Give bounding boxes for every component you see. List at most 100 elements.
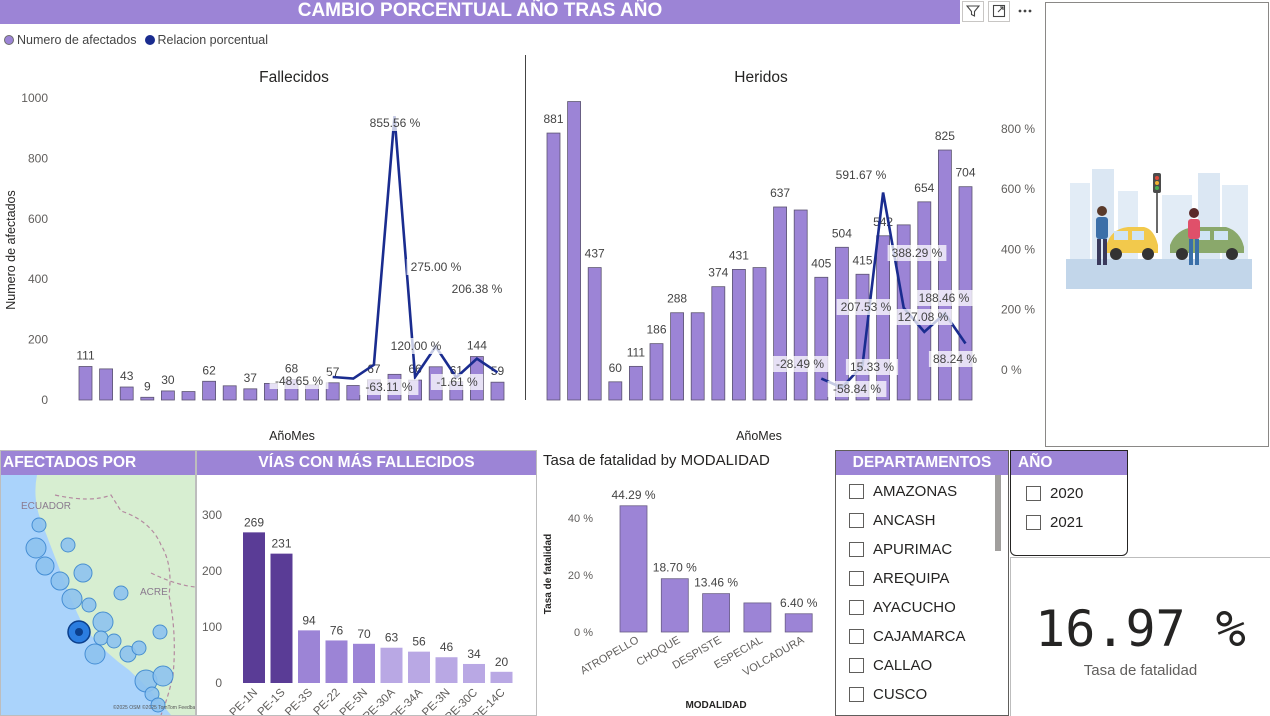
legend-item-afectados[interactable]: Numero de afectados [4, 33, 137, 47]
checkbox[interactable] [849, 571, 864, 586]
filter-icon[interactable] [962, 0, 984, 22]
line-label-bg [836, 299, 896, 315]
y-tick-label: 20 % [568, 570, 593, 582]
region-map-visual[interactable]: AFECTADOS POR REGION ECUADOR ACRE ©2025 OS… [0, 450, 196, 716]
modalidad-visual[interactable]: Tasa de fatalidad by MODALIDAD 0 % 20 % 40… [538, 450, 835, 716]
anio-slicer[interactable]: AÑO 2020 2021 [1010, 450, 1128, 556]
line-data-label: 188.46 % [919, 291, 970, 305]
departamentos-slicer[interactable]: DEPARTAMENTOS AMAZONAS ANCASH APURIMAC AREQ… [835, 450, 1009, 716]
departamento-option[interactable]: ANCASH [849, 506, 1008, 535]
departamento-option[interactable]: APURIMAC [849, 535, 1008, 564]
checkbox[interactable] [849, 484, 864, 499]
bar-data-label: 111 [627, 345, 646, 359]
departamento-option[interactable]: CALLAO [849, 651, 1008, 680]
line-data-label: 127.08 % [898, 310, 949, 324]
heridos-bar [793, 209, 808, 401]
bar-data-label: 654 [914, 181, 934, 195]
country-border [150, 572, 195, 588]
departamento-option[interactable]: AREQUIPA [849, 564, 1008, 593]
line-data-label: 207.53 % [841, 300, 892, 314]
fallecidos-chart[interactable]: Fallecidos 0 200 400 600 800 1000 Numero de afe… [0, 55, 525, 450]
checkbox[interactable] [849, 687, 864, 702]
heridos-bar [834, 246, 849, 401]
checkbox-label: 2021 [1050, 514, 1084, 531]
modalidad-bar [784, 613, 813, 633]
heridos-bar [587, 267, 602, 401]
bar-data-label: 881 [543, 112, 563, 126]
bar-data-label: 60 [609, 361, 623, 375]
line-data-label: 388.29 % [892, 246, 943, 260]
line-data-label: -1.61 % [436, 375, 478, 389]
x-category-label: PE-14C [471, 687, 508, 715]
fallecidos-bar [140, 396, 155, 401]
heridos-chart[interactable]: Heridos AñoMes 0 % 200 % 400 % 600 % 800 % 881 4… [527, 55, 1042, 450]
bar-data-label: 269 [244, 515, 264, 529]
departamento-option[interactable]: AYACUCHO [849, 593, 1008, 622]
x-category-label: ATROPELLO [579, 634, 642, 677]
line-data-label: -28.49 % [776, 357, 824, 371]
via-bar [270, 553, 293, 683]
bar-data-label: 37 [244, 371, 258, 385]
checkbox[interactable] [1026, 515, 1041, 530]
heridos-bar [773, 206, 788, 401]
kpi-label: Tasa de fatalidad [1083, 662, 1198, 679]
checkbox[interactable] [1026, 486, 1041, 501]
heridos-bar [649, 343, 664, 401]
checkbox[interactable] [849, 542, 864, 557]
bar-data-label: 415 [852, 253, 872, 267]
checkbox[interactable] [849, 513, 864, 528]
checkbox[interactable] [849, 658, 864, 673]
departamento-option[interactable]: CAJAMARCA [849, 622, 1008, 651]
vias-visual[interactable]: VÍAS CON MÁS FALLECIDOS 0 100 200 300 269 PE-… [196, 450, 537, 716]
map-country-label: ACRE [140, 587, 168, 598]
map-country-label: ECUADOR [21, 501, 71, 512]
modalidad-bar [743, 602, 772, 633]
fallecidos-bar [243, 388, 258, 401]
focus-mode-icon[interactable] [988, 0, 1010, 22]
traffic-accident-illustration [1066, 155, 1252, 289]
region-map[interactable]: ECUADOR ACRE ©2025 OSM ©2025 TomTom Feedba… [1, 475, 195, 715]
line-label-bg [430, 374, 484, 390]
line-label-bg [887, 245, 947, 261]
legend-item-relacion[interactable]: Relacion porcentual [144, 33, 268, 47]
fallecidos-bar [490, 381, 505, 401]
checkbox[interactable] [849, 600, 864, 615]
line-data-label: 88.24 % [933, 352, 977, 366]
map-attribution: ©2025 OSM ©2025 TomTom Feedback [113, 704, 195, 711]
y-tick-label: 300 [202, 508, 222, 522]
via-bar [325, 640, 348, 683]
y-tick-label: 600 [28, 212, 48, 226]
line-label-bg [386, 338, 446, 354]
fallecidos-bar [202, 380, 217, 401]
departamento-option[interactable]: AMAZONAS [849, 477, 1008, 506]
checkbox-label: AREQUIPA [873, 570, 950, 587]
checkbox-label: AMAZONAS [873, 483, 958, 500]
scrollbar-thumb[interactable] [995, 475, 1001, 551]
heridos-bar [876, 235, 891, 401]
region-bubble [81, 597, 97, 613]
y-axis-title: Numero de afectados [4, 190, 18, 310]
line-label-bg [359, 379, 419, 395]
bar-data-label: 18.70 % [653, 561, 697, 575]
heridos-bar [670, 312, 685, 401]
modalidad-bar [702, 593, 731, 633]
relacion-line [332, 115, 499, 381]
bar-data-label: 186 [646, 323, 666, 337]
bar-data-label: 504 [832, 226, 852, 240]
line-data-label: 275.00 % [411, 260, 462, 274]
bar-data-label: 437 [585, 247, 605, 261]
via-bar [243, 532, 265, 683]
modalidad-chart[interactable]: 0 % 20 % 40 % Tasa de fatalidad MODALIDAD 44.… [538, 474, 835, 716]
vias-chart[interactable]: 0100200300269PE-1N231PE-1S94PE-3S76PE-22… [197, 475, 536, 715]
bar-data-label: 67 [367, 362, 381, 376]
bar-data-label: 144 [467, 339, 487, 353]
more-options-icon[interactable] [1014, 0, 1036, 22]
checkbox[interactable] [849, 629, 864, 644]
anio-option[interactable]: 2021 [1026, 508, 1127, 537]
bar-data-label: 34 [467, 647, 481, 661]
anio-option[interactable]: 2020 [1026, 479, 1127, 508]
bar-data-label: 405 [811, 256, 831, 270]
departamento-option[interactable]: CUSCO [849, 680, 1008, 709]
y-tick-label: 200 [28, 333, 48, 347]
via-bar [435, 657, 458, 683]
